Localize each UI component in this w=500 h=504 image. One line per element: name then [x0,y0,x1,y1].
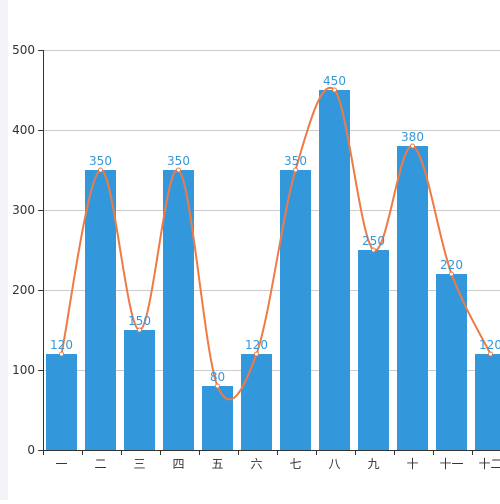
bar-value-label: 220 [440,258,463,272]
line-series [59,86,493,401]
left-edge-strip [0,0,8,500]
y-tick-label: 500 [12,43,35,57]
y-tick-label: 0 [27,443,35,457]
line-point [59,351,64,357]
bar [397,146,428,450]
bar-value-label: 350 [284,154,307,168]
bar [241,354,272,450]
y-tick-label: 400 [12,123,35,137]
x-tick-label: 三 [133,457,145,471]
x-tick-label: 十二 [478,457,500,471]
bar-series [46,90,500,450]
line-point [488,351,493,357]
y-tick-label: 300 [12,203,35,217]
line-point [410,143,415,149]
bar [436,274,467,450]
line-point [371,247,376,253]
line-point [98,167,103,173]
x-tick-label: 十一 [439,457,463,471]
line-point [293,167,298,173]
line-point [449,271,454,277]
bar-value-label: 350 [167,154,190,168]
bar-value-label: 450 [323,74,346,88]
line-point [254,351,259,357]
x-tick-label: 八 [328,457,340,471]
y-tick-label: 200 [12,283,35,297]
x-tick-label: 六 [250,457,262,471]
bar [280,170,311,450]
bar [475,354,500,450]
bar-value-label: 120 [479,338,500,352]
x-tick-label: 一 [55,457,67,471]
x-tick-label: 五 [211,457,223,471]
bar-value-label: 120 [245,338,268,352]
y-tick-label: 100 [12,363,35,377]
line-point [176,167,181,173]
bar-value-labels: 120 350 150 350 80 120 350 450 250 380 220 120 [50,74,500,384]
line-point [137,327,142,333]
bar [85,170,116,450]
bar-value-label: 250 [362,234,385,248]
x-tick-label: 七 [289,457,301,471]
x-tick-label: 九 [367,457,379,471]
bar-value-label: 350 [89,154,112,168]
x-tick-label: 十 [406,457,418,471]
bar [358,250,389,450]
bar-value-label: 380 [401,130,424,144]
line-point [332,87,337,93]
bar [319,90,350,450]
bar-value-label: 150 [128,314,151,328]
bar-value-label: 120 [50,338,73,352]
bar [124,330,155,450]
bar [163,170,194,450]
axes: 0 100 200 300 400 500 一 二 三 四 五 六 七 八 九 十 十一 十二 [12,43,500,471]
x-tick-label: 二 [94,457,106,471]
bar-value-label: 80 [210,370,225,384]
bar [202,386,233,450]
x-tick-label: 四 [172,457,184,471]
bar [46,354,77,450]
line-point [215,383,220,389]
